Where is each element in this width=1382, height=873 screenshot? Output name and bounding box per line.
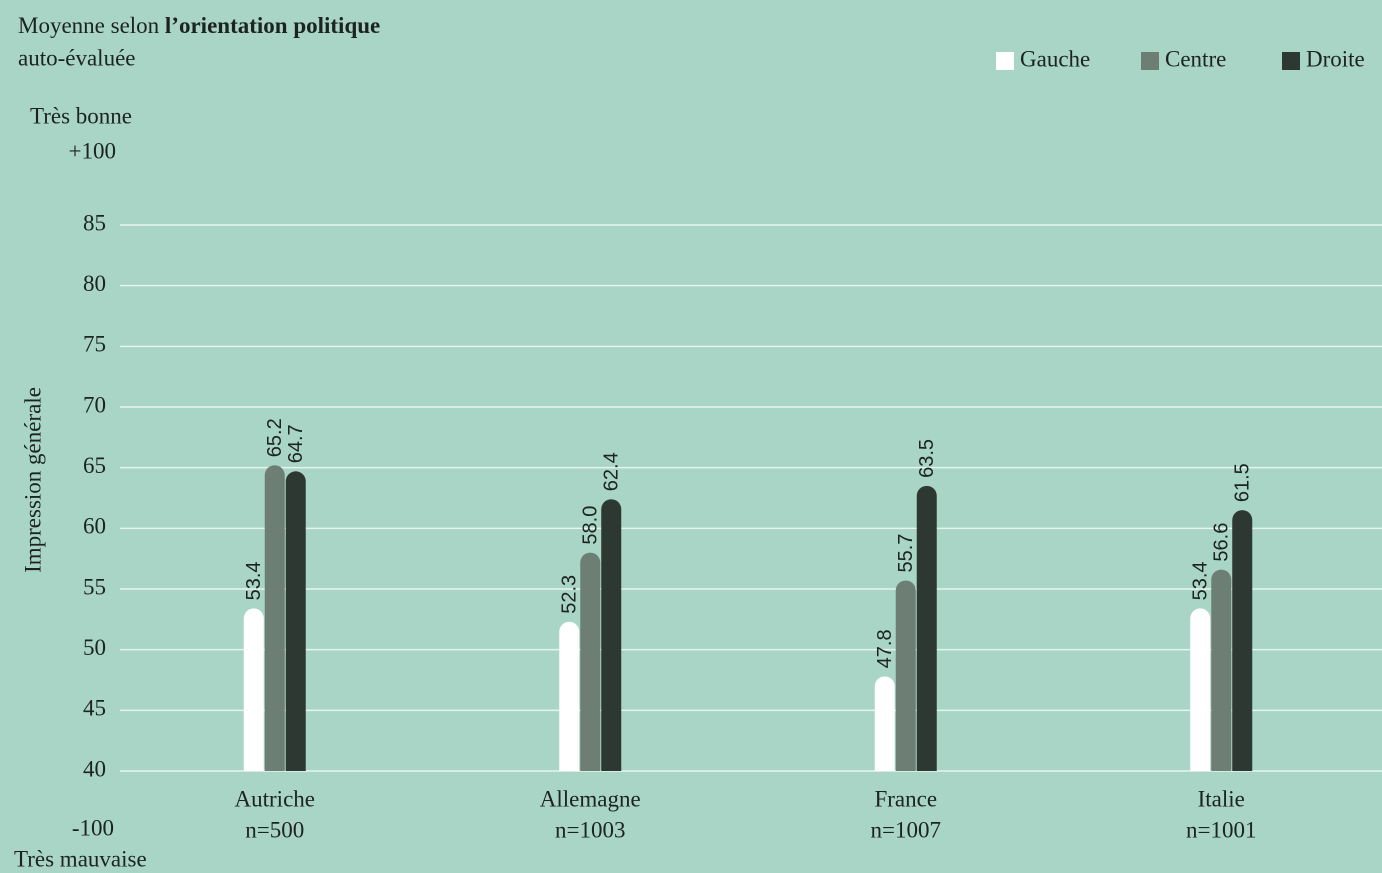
bar <box>1190 608 1211 771</box>
bar <box>243 608 264 771</box>
value-label: 61.5 <box>1232 463 1254 502</box>
y-tick-label: 65 <box>83 453 106 478</box>
top-label: +100 <box>69 138 116 163</box>
y-tick-label: 80 <box>83 271 106 296</box>
legend-swatch <box>996 52 1014 70</box>
x-tick-label: Autriche <box>235 786 315 811</box>
bottom-caption: Très mauvaise <box>14 846 147 871</box>
value-label: 64.7 <box>285 424 307 463</box>
title-bold: l’orientation politique <box>165 13 380 38</box>
value-label: 53.4 <box>1190 561 1212 600</box>
category-note: n=1001 <box>1186 817 1256 842</box>
bar <box>559 621 580 771</box>
value-label: 62.4 <box>601 452 623 491</box>
bar <box>264 465 285 771</box>
value-label: 63.5 <box>916 439 938 478</box>
x-tick-label: France <box>874 786 937 811</box>
value-label: 56.6 <box>1211 523 1233 562</box>
y-tick-label: 50 <box>83 635 106 660</box>
y-tick-label: 85 <box>83 210 106 235</box>
legend-swatch <box>1282 52 1300 70</box>
category-note: n=1003 <box>555 817 625 842</box>
bar <box>580 552 601 771</box>
top-caption: Très bonne <box>30 103 132 128</box>
value-label: 53.4 <box>243 561 265 600</box>
value-label: 58.0 <box>580 506 602 545</box>
legend-label: Centre <box>1165 46 1226 71</box>
bar <box>285 471 306 771</box>
legend-swatch <box>1141 52 1159 70</box>
bottom-label: -100 <box>72 815 114 840</box>
value-label: 47.8 <box>874 629 896 668</box>
y-tick-label: 70 <box>83 392 106 417</box>
title: Moyenne selon <box>18 13 160 38</box>
y-tick-label: 40 <box>83 756 106 781</box>
value-label: 52.3 <box>559 575 581 614</box>
bar <box>601 499 622 771</box>
bar <box>895 580 916 771</box>
bar <box>874 676 895 771</box>
value-label: 55.7 <box>895 534 917 573</box>
chart-title: Moyenne selon l’orientation politique <box>18 13 380 38</box>
y-tick-label: 55 <box>83 574 106 599</box>
y-tick-label: 75 <box>83 332 106 357</box>
subtitle: auto-évaluée <box>18 45 135 70</box>
category-note: n=1007 <box>871 817 941 842</box>
x-tick-label: Italie <box>1198 786 1245 811</box>
bar <box>916 485 937 771</box>
y-tick-label: 60 <box>83 514 106 539</box>
legend-label: Droite <box>1306 46 1365 71</box>
y-tick-label: 45 <box>83 696 106 721</box>
legend-label: Gauche <box>1020 46 1090 71</box>
x-tick-label: Allemagne <box>540 786 641 811</box>
y-axis-title: Impression générale <box>20 387 45 573</box>
bar <box>1232 510 1253 771</box>
category-note: n=500 <box>245 817 304 842</box>
bar <box>1211 569 1232 771</box>
value-label: 65.2 <box>264 418 286 457</box>
